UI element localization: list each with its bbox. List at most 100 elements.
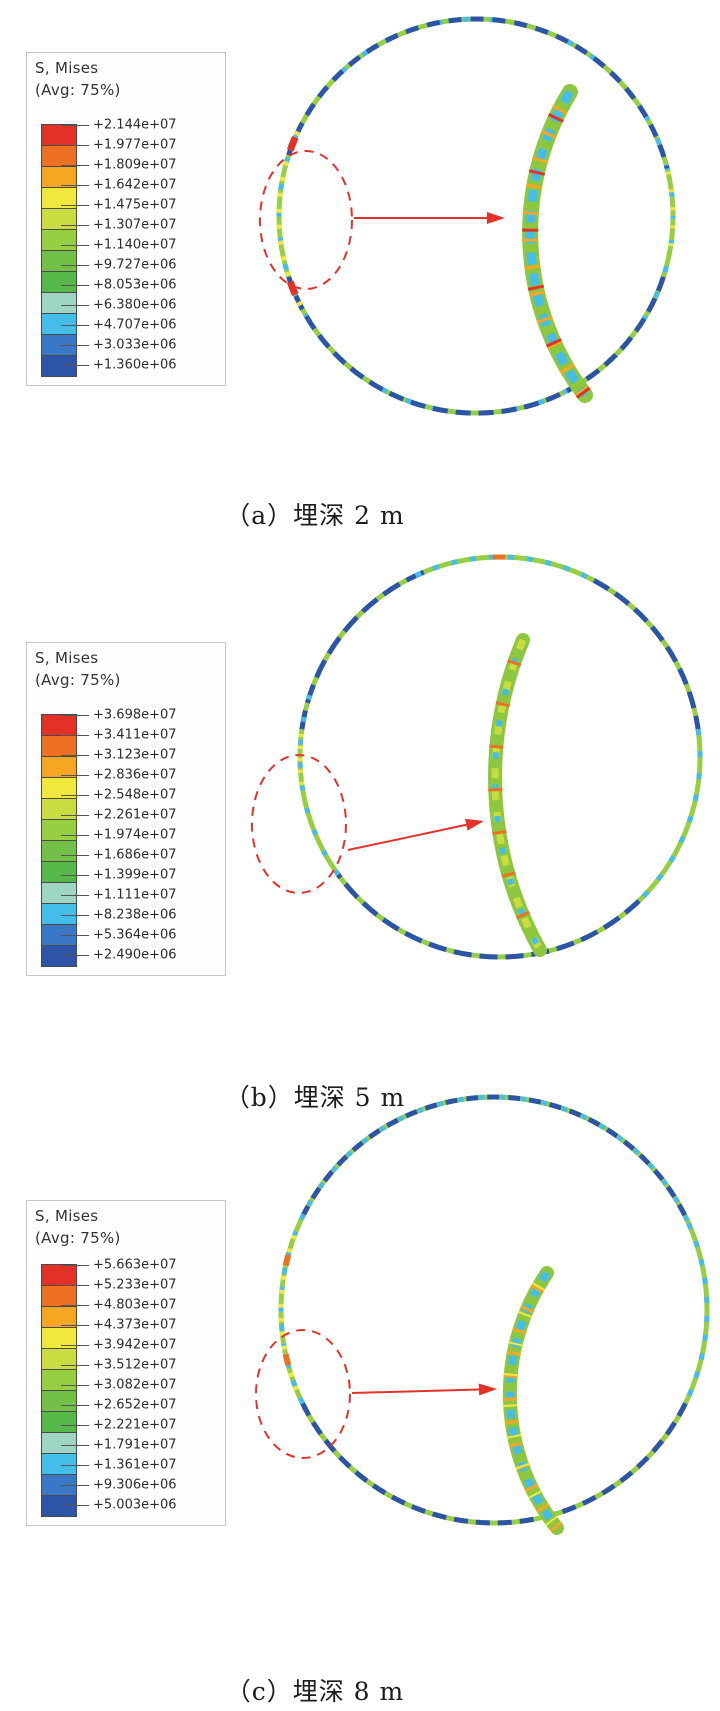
legend-label-column: +3.698e+07 +3.411e+07 +3.123e+07 +2.836e+07… — [35, 708, 217, 963]
highlight-ellipse — [255, 1329, 351, 1459]
legend-tick — [61, 365, 89, 366]
panel-graphic-b — [251, 554, 703, 960]
legend-tick — [61, 955, 89, 956]
legend-value: +2.652e+07 — [93, 1397, 177, 1413]
legend-value: +4.373e+07 — [93, 1317, 177, 1333]
legend-tick — [61, 325, 89, 326]
legend-label-column: +5.663e+07 +5.233e+07 +4.803e+07 +4.373e+07… — [35, 1258, 217, 1513]
legend-title: S, Mises — [35, 649, 99, 667]
legend-tick — [61, 1365, 89, 1366]
ring-contour-arc — [637, 728, 703, 903]
legend-value: +1.974e+07 — [93, 827, 177, 843]
legend-value: +1.111e+07 — [93, 887, 177, 903]
legend-tick — [61, 875, 89, 876]
legend-tick — [61, 1285, 89, 1286]
legend-title: S, Mises — [35, 59, 99, 77]
legend-avg: (Avg: 75%) — [35, 671, 121, 689]
legend-tick — [61, 145, 89, 146]
legend-swatch — [41, 355, 77, 377]
legend-value: +3.942e+07 — [93, 1337, 177, 1353]
legend-swatch — [41, 945, 77, 967]
legend-tick — [61, 1485, 89, 1486]
legend-scale: +3.698e+07 +3.411e+07 +3.123e+07 +2.836e+07… — [35, 708, 217, 967]
legend-tick — [61, 1265, 89, 1266]
legend-tick — [61, 245, 89, 246]
segment-detail-overlay — [525, 89, 589, 398]
legend-swatch — [41, 1495, 77, 1517]
legend-title: S, Mises — [35, 1207, 99, 1225]
legend-value: +1.360e+06 — [93, 357, 177, 373]
ring-contour-arc — [276, 16, 676, 416]
legend-tick — [61, 795, 89, 796]
legend-tick — [61, 125, 89, 126]
legend-tick — [61, 165, 89, 166]
detail-arrow-shaft — [347, 823, 467, 851]
legend-value: +1.791e+07 — [93, 1437, 177, 1453]
ring-contour-arc — [286, 136, 299, 152]
legend-label-column: +2.144e+07 +1.977e+07 +1.809e+07 +1.642e+07… — [35, 118, 217, 373]
panel-graphic-c — [255, 1094, 710, 1535]
legend-swatch-column — [41, 714, 77, 967]
detail-arrow-head-icon — [465, 818, 484, 831]
legend-scale: +2.144e+07 +1.977e+07 +1.809e+07 +1.642e+07… — [35, 118, 217, 377]
highlight-ellipse — [251, 754, 347, 894]
legend-tick — [61, 1445, 89, 1446]
legend-value: +1.140e+07 — [93, 237, 177, 253]
ring-contour-arc — [299, 569, 427, 730]
highlight-ellipse — [259, 150, 353, 290]
detail-arrow-head-icon — [478, 1383, 497, 1396]
ring-contour-arc — [286, 276, 666, 416]
legend-value: +3.033e+06 — [93, 337, 177, 353]
detail-arrow-shaft — [351, 1388, 480, 1394]
panel-caption-a: （a）埋深 2 m — [225, 501, 405, 530]
legend-box-b: S, Mises (Avg: 75%) +3.698e+07 +3.411e+07… — [26, 642, 226, 976]
legend-tick — [61, 185, 89, 186]
legend-value: +8.053e+06 — [93, 277, 177, 293]
legend-value: +6.380e+06 — [93, 297, 177, 313]
legend-box-a: S, Mises (Avg: 75%) +2.144e+07 +1.977e+07… — [26, 52, 226, 386]
legend-tick — [61, 265, 89, 266]
legend-tick — [61, 205, 89, 206]
legend-value: +9.727e+06 — [93, 257, 177, 273]
legend-value: +1.686e+07 — [93, 847, 177, 863]
legend-value: +3.698e+07 — [93, 707, 177, 723]
legend-tick — [61, 855, 89, 856]
legend-value: +1.399e+07 — [93, 867, 177, 883]
legend-tick — [61, 1345, 89, 1346]
legend-value: +5.364e+06 — [93, 927, 177, 943]
legend-tick — [61, 835, 89, 836]
ring-contour-arc — [336, 873, 641, 960]
legend-tick — [61, 1405, 89, 1406]
legend-tick — [61, 715, 89, 716]
legend-value: +2.490e+06 — [93, 947, 177, 963]
legend-value: +1.475e+07 — [93, 197, 177, 213]
legend-value: +2.836e+07 — [93, 767, 177, 783]
segment-detail-overlay — [491, 638, 544, 952]
legend-box-c: S, Mises (Avg: 75%) +5.663e+07 +5.233e+07… — [26, 1200, 226, 1526]
legend-value: +5.233e+07 — [93, 1277, 177, 1293]
legend-value: +2.144e+07 — [93, 117, 177, 133]
legend-value: +2.221e+07 — [93, 1417, 177, 1433]
ring-contour-arc — [282, 1254, 292, 1267]
legend-swatch-column — [41, 1264, 77, 1517]
ring-contour-arc — [300, 1094, 691, 1225]
legend-value: +1.361e+07 — [93, 1457, 177, 1473]
ring-contour-arc — [300, 1402, 688, 1526]
legend-value: +8.238e+06 — [93, 907, 177, 923]
legend-tick — [61, 735, 89, 736]
panel-caption-b: （b）埋深 5 m — [224, 1083, 406, 1112]
panel-caption-c: （c）埋深 8 m — [225, 1677, 405, 1706]
legend-tick — [61, 1425, 89, 1426]
legend-avg: (Avg: 75%) — [35, 1229, 121, 1247]
ring-contour-arc — [286, 280, 299, 296]
legend-value: +4.803e+07 — [93, 1297, 177, 1313]
legend-scale: +5.663e+07 +5.233e+07 +4.803e+07 +4.373e+07… — [35, 1258, 217, 1517]
legend-tick — [61, 285, 89, 286]
legend-tick — [61, 1505, 89, 1506]
legend-value: +1.307e+07 — [93, 217, 177, 233]
legend-tick — [61, 305, 89, 306]
ring-contour-arc — [592, 578, 701, 730]
ring-contour-arc — [286, 16, 670, 169]
